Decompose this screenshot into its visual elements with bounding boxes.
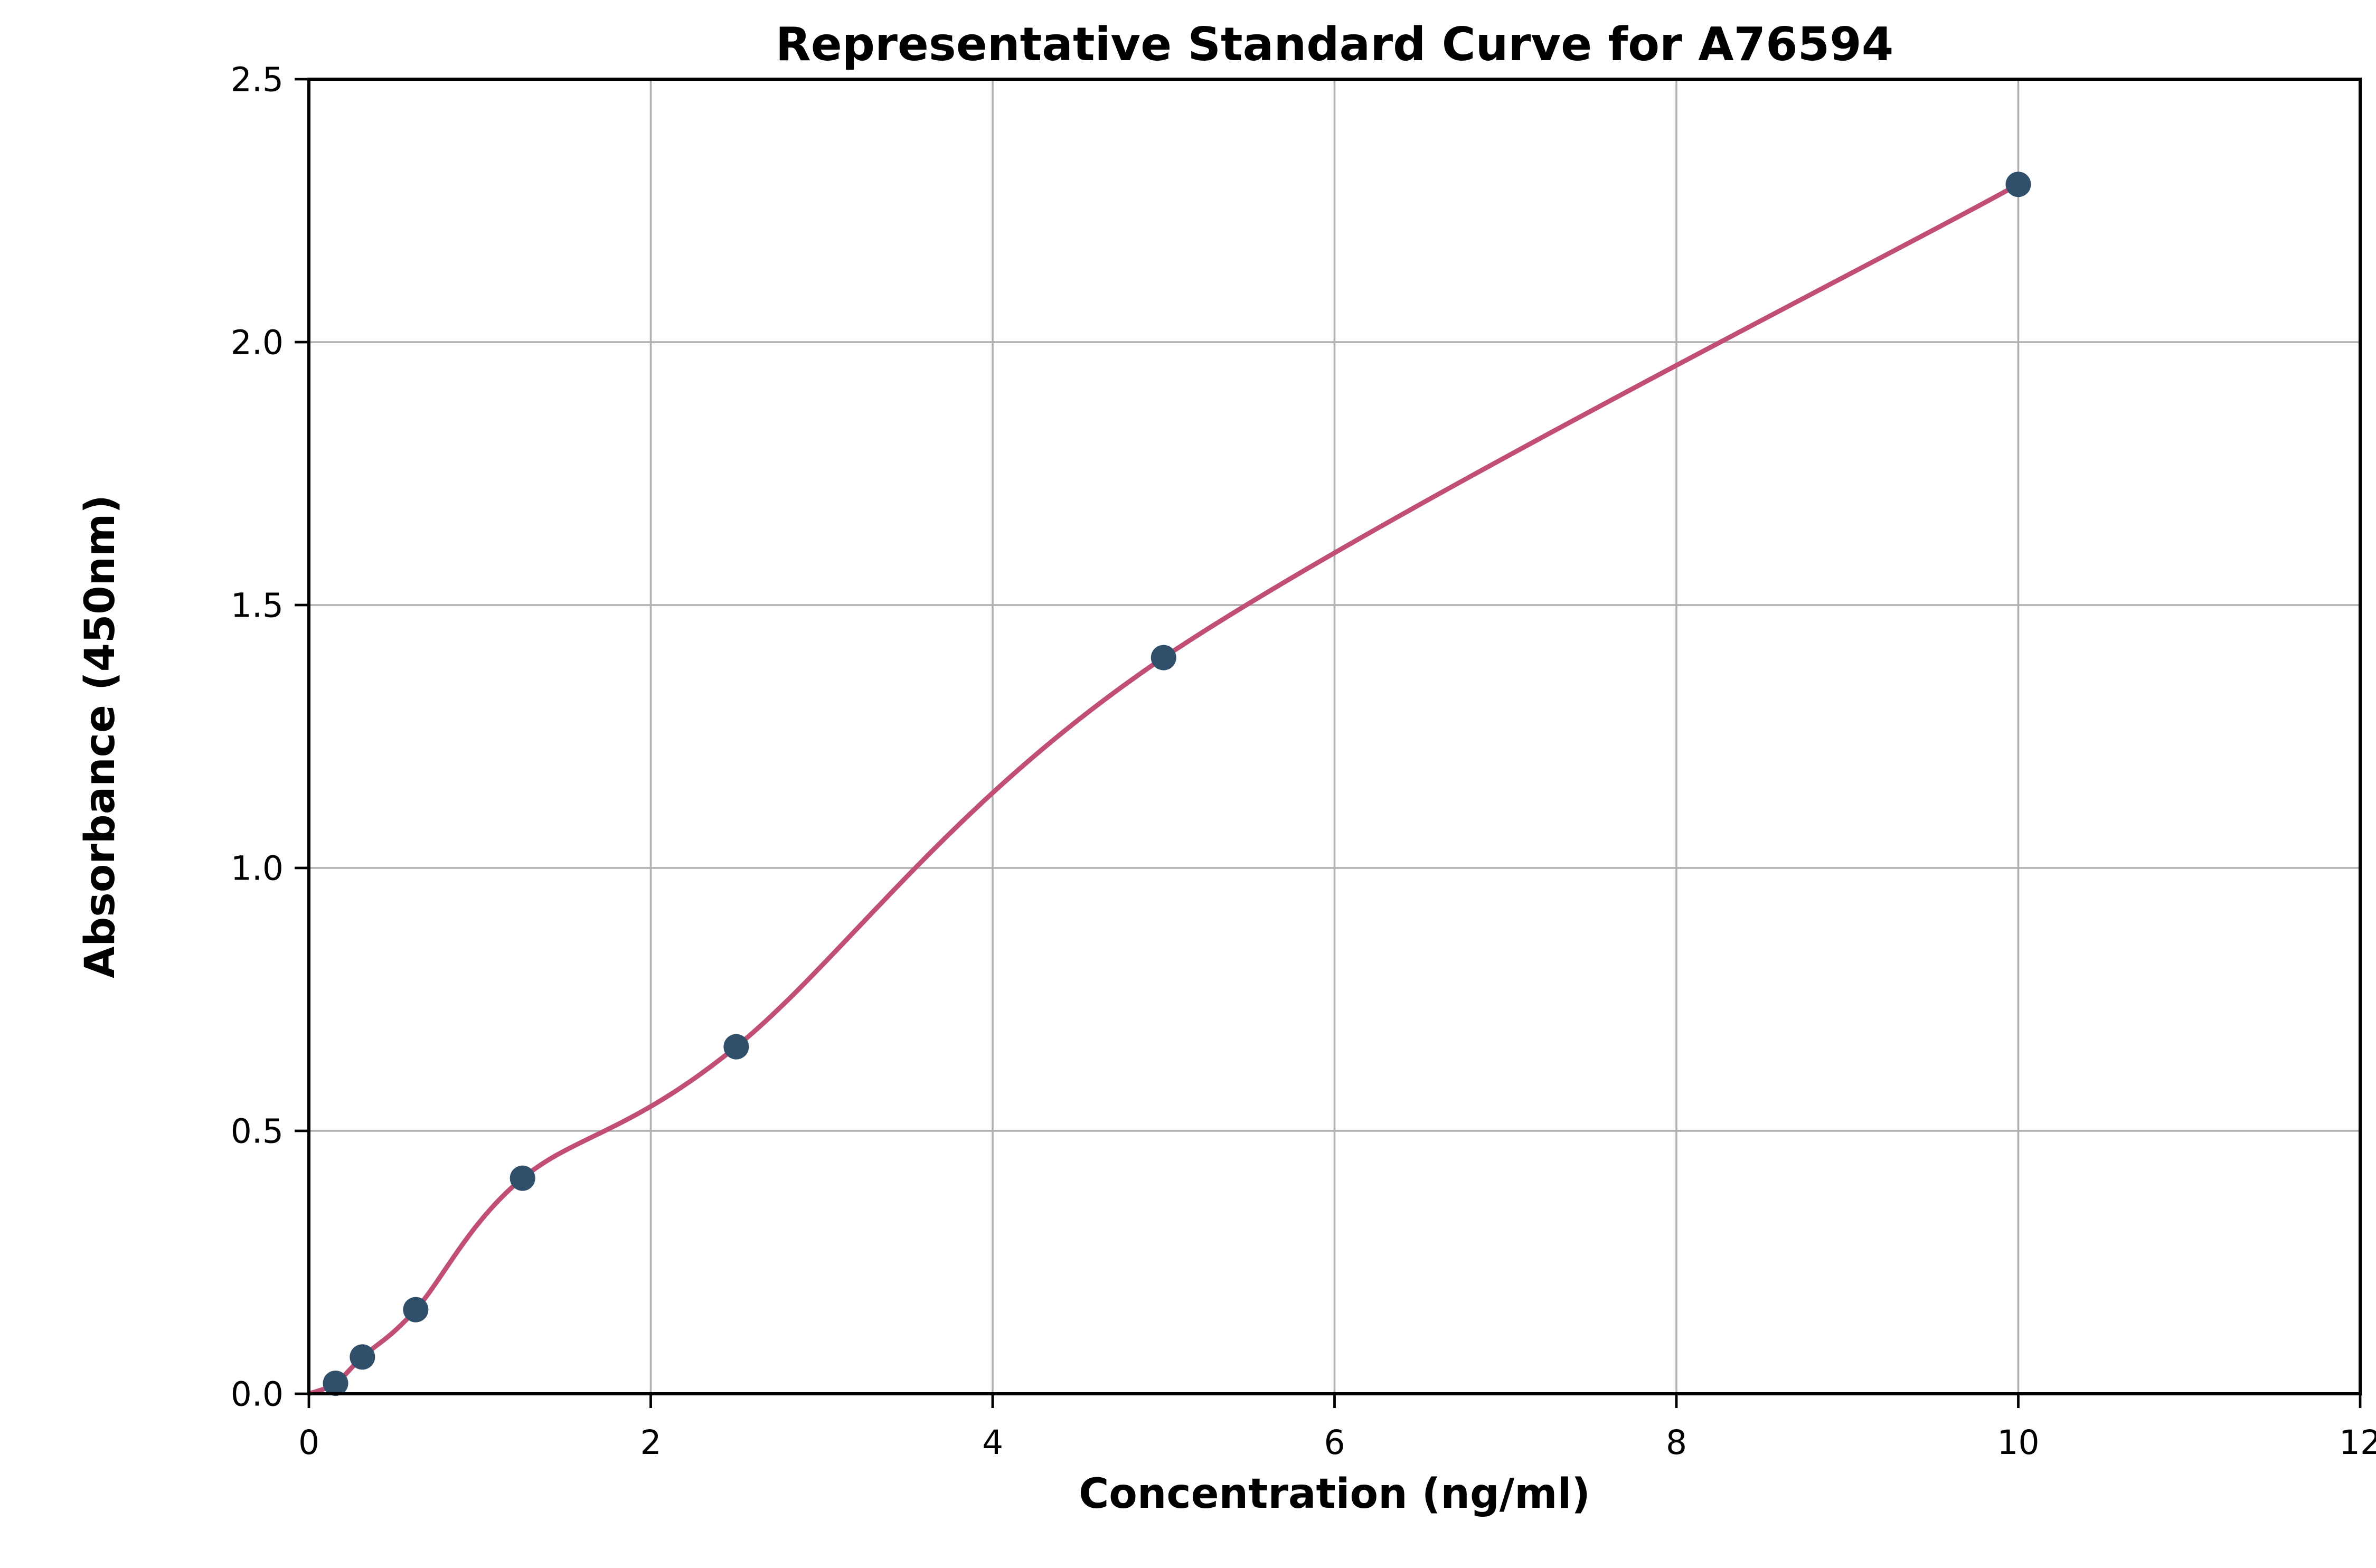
grid-lines [308,78,2361,1395]
axis-ticks [295,78,2362,1408]
data-point [723,1034,749,1060]
y-tick-label: 1.5 [231,587,284,625]
x-tick-label: 8 [1666,1423,1687,1462]
x-tick-label: 2 [640,1423,661,1462]
x-tick-label: 4 [982,1423,1003,1462]
fitted-standard-curve [308,182,2020,1396]
x-tick-label: 0 [298,1423,319,1462]
data-point [2005,172,2031,197]
data-point [403,1297,429,1323]
data-point [1151,645,1176,670]
data-point [323,1371,348,1396]
y-tick-label: 2.0 [231,324,284,362]
y-axis-label: Absorbance (450nm) [77,495,124,978]
x-axis-label: Concentration (ng/ml) [1079,1470,1590,1518]
data-points [323,172,2031,1396]
y-tick-label: 2.5 [231,61,284,99]
y-tick-label: 0.0 [231,1375,284,1414]
data-point [350,1344,375,1370]
x-tick-label: 6 [1324,1423,1345,1462]
x-tick-label: 10 [1997,1423,2039,1462]
chart-title: Representative Standard Curve for A76594 [776,17,1893,71]
y-tick-label: 0.5 [231,1112,284,1151]
tick-labels: 0 2 4 6 8 10 12 0.0 0.5 1.0 1.5 2.0 2.5 [231,61,2376,1462]
data-point [510,1165,535,1191]
y-tick-label: 1.0 [231,849,284,888]
x-tick-label: 12 [2339,1423,2376,1462]
